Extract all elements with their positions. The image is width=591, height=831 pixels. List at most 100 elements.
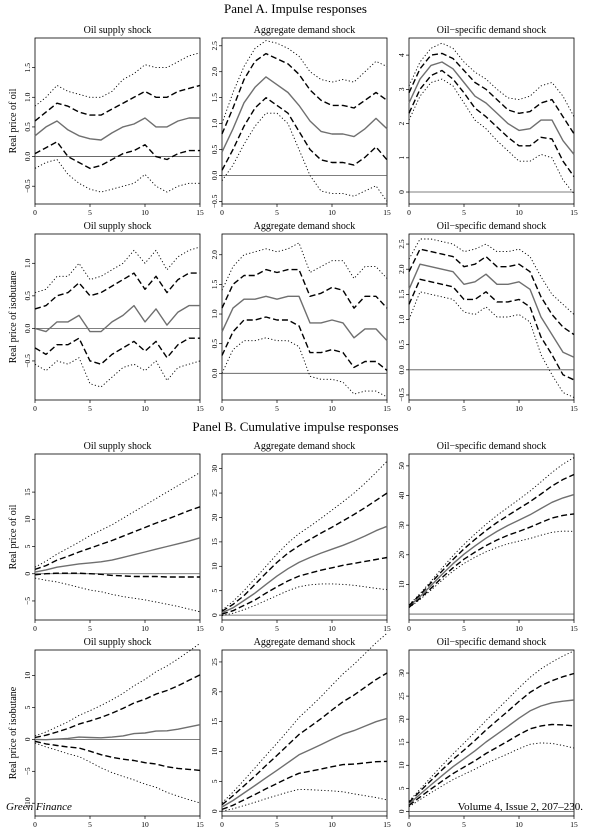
series-dashed-line <box>408 248 575 336</box>
x-tick-label: 10 <box>328 404 336 413</box>
y-tick-label: 30 <box>210 465 219 473</box>
x-tick-label: 15 <box>570 624 578 633</box>
y-tick-label: 0 <box>210 613 219 617</box>
y-tick-label: −0.5 <box>397 388 406 402</box>
x-tick-label: 15 <box>196 404 204 413</box>
y-tick-label: 10 <box>397 580 406 588</box>
plot-frame <box>34 649 201 817</box>
y-tick-label: 0.5 <box>210 145 219 155</box>
series-dashed-line <box>221 672 388 806</box>
series-dotted-line <box>408 291 575 398</box>
plot-frame <box>34 453 201 621</box>
y-tick-label: 2.0 <box>210 67 219 77</box>
x-tick-label: 5 <box>462 404 466 413</box>
y-tick-label: −0.5 <box>23 179 32 193</box>
series-dashed-line <box>221 556 388 615</box>
plot-frame <box>408 233 575 401</box>
y-tick-label: 1.0 <box>23 258 32 268</box>
subplot-title: Oil supply shock <box>84 221 152 232</box>
y-tick-label: −5 <box>23 767 32 775</box>
series-solid-line <box>221 295 388 342</box>
y-tick-label: 5 <box>23 705 32 709</box>
x-tick-label: 5 <box>275 208 279 217</box>
series-solid-line <box>34 304 200 333</box>
x-tick-label: 15 <box>570 404 578 413</box>
series-dashed-line <box>34 337 200 365</box>
x-tick-label: 5 <box>275 404 279 413</box>
y-tick-label: 25 <box>397 692 406 700</box>
series-dashed-line <box>221 492 388 612</box>
series-dashed-line <box>34 84 201 122</box>
y-axis-label: Real price of oil <box>8 88 19 153</box>
series-dotted-line <box>221 112 388 202</box>
y-tick-label: 15 <box>210 538 219 546</box>
subplot-title: Aggregate demand shock <box>254 637 356 648</box>
subplot-11: Aggregate demand shock 0 5 10 15 0 5 10 15 20 25 <box>210 632 391 829</box>
y-tick-label: 1.5 <box>210 279 219 289</box>
y-tick-label: 20 <box>397 715 406 723</box>
series-dashed-line <box>408 473 575 607</box>
panel-a-title: Panel A. Impulse responses <box>224 1 367 16</box>
series-dashed-line <box>34 572 200 578</box>
subplot-title: Oil supply shock <box>84 25 152 36</box>
x-tick-label: 5 <box>462 624 466 633</box>
series-solid-line <box>221 717 388 808</box>
y-tick-label: 0.0 <box>210 171 219 181</box>
series-dashed-line <box>34 272 200 310</box>
series-dotted-line <box>408 238 575 315</box>
subplot-9: Oil−specific demand shock 0 5 10 15 10 20 30 40 5… <box>397 441 578 633</box>
x-tick-label: 10 <box>141 404 149 413</box>
y-tick-label: −10 <box>23 797 32 809</box>
x-tick-label: 10 <box>515 208 523 217</box>
y-axis-label: Real price of isobutane <box>8 686 19 779</box>
x-tick-label: 5 <box>462 208 466 217</box>
subplot-10: Oil supply shock 0 5 10 15 −10 −5 0 5 10 Real pric… <box>8 637 204 829</box>
y-tick-label: 2.5 <box>210 41 219 51</box>
y-tick-label: 10 <box>397 761 406 769</box>
y-tick-label: 0 <box>397 809 406 813</box>
x-tick-label: 0 <box>220 208 224 217</box>
series-dotted-line <box>34 742 201 804</box>
x-tick-label: 0 <box>407 624 411 633</box>
x-tick-label: 10 <box>515 820 523 829</box>
series-dashed-line <box>34 141 200 170</box>
y-tick-label: 2.0 <box>210 250 219 260</box>
x-tick-label: 0 <box>220 820 224 829</box>
x-tick-label: 15 <box>570 208 578 217</box>
plot-frame <box>408 649 575 817</box>
plot-frame <box>221 649 388 817</box>
series-dashed-line <box>34 506 201 571</box>
y-tick-label: −0.5 <box>210 194 219 208</box>
y-tick-label: 0.0 <box>397 365 406 375</box>
subplot-title: Oil supply shock <box>84 441 152 452</box>
series-dashed-line <box>408 69 575 178</box>
series-dotted-line <box>221 460 388 611</box>
y-tick-label: 5 <box>397 786 406 790</box>
x-tick-label: 15 <box>196 624 204 633</box>
y-tick-label: 30 <box>397 521 406 529</box>
journal-citation: Volume 4, Issue 2, 207–230. <box>457 801 583 813</box>
y-tick-label: 10 <box>23 515 32 523</box>
y-tick-label: 25 <box>210 658 219 666</box>
x-tick-label: 5 <box>88 208 92 217</box>
y-tick-label: 1.5 <box>397 289 406 299</box>
series-solid-line <box>221 76 388 153</box>
panel-b-title: Panel B. Cumulative impulse responses <box>192 419 399 434</box>
x-tick-label: 0 <box>407 404 411 413</box>
series-solid-line <box>408 493 575 607</box>
y-tick-label: 10 <box>210 562 219 570</box>
series-dashed-line <box>408 52 575 135</box>
x-tick-label: 5 <box>88 404 92 413</box>
plot-frame <box>34 233 201 401</box>
x-tick-label: 15 <box>196 208 204 217</box>
y-tick-label: 4 <box>397 53 406 57</box>
journal-name: Green Finance <box>6 801 72 813</box>
y-tick-label: 2 <box>397 121 406 125</box>
y-axis-label: Real price of isobutane <box>8 270 19 363</box>
subplot-1: Oil supply shock 0 5 10 15 −0.5 0.0 0.5 1.0 1.5 Re… <box>8 25 204 217</box>
x-tick-label: 0 <box>220 404 224 413</box>
x-tick-label: 10 <box>328 624 336 633</box>
series-solid-line <box>34 724 201 741</box>
y-tick-label: 15 <box>210 718 219 726</box>
